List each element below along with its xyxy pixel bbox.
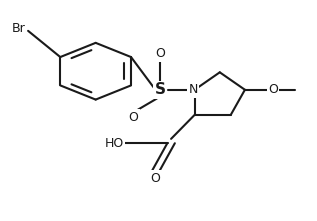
Text: Br: Br — [12, 22, 26, 35]
Text: O: O — [151, 172, 160, 185]
Text: O: O — [128, 110, 138, 124]
Text: HO: HO — [105, 137, 124, 150]
Text: O: O — [155, 47, 165, 60]
Text: S: S — [155, 82, 165, 97]
Text: N: N — [188, 83, 198, 96]
Text: O: O — [268, 83, 278, 96]
